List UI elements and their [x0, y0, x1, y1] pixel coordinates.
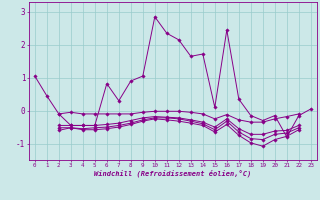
X-axis label: Windchill (Refroidissement éolien,°C): Windchill (Refroidissement éolien,°C): [94, 170, 252, 177]
